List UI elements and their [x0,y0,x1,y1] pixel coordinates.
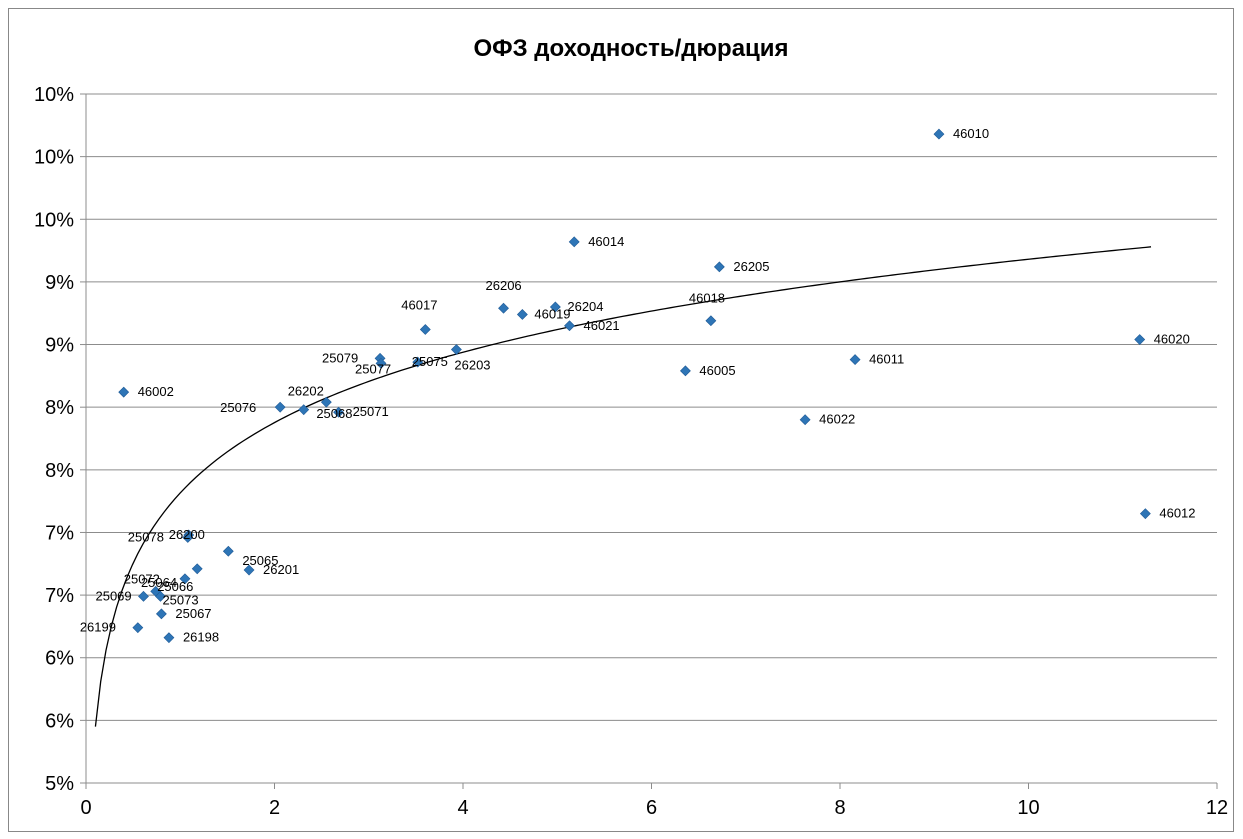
data-point-26199 [132,622,144,634]
point-label-26206: 26206 [486,278,522,293]
x-tick-label: 4 [457,797,468,819]
point-label-25071: 25071 [353,404,389,419]
data-point-25073 [155,590,166,602]
data-point-26204 [549,301,561,313]
point-label-26198: 26198 [183,630,219,645]
point-label-26205: 26205 [733,259,769,274]
gridlines [86,93,1217,721]
data-point-46018 [705,315,717,327]
data-point-25065 [222,545,234,557]
point-label-25069: 25069 [95,588,131,603]
data-point-26202 [298,404,310,416]
y-tick-label: 9% [45,272,74,294]
point-label-25066: 25066 [157,579,193,594]
data-point-46014 [568,236,580,248]
plot-area [86,94,1217,783]
point-label-25076: 25076 [220,400,256,415]
x-tick-label: 12 [1206,797,1228,819]
y-tick-label: 8% [45,397,74,419]
point-label-26199: 26199 [80,620,116,635]
chart-title: ОФЗ доходность/дюрация [473,35,788,62]
y-tick-label: 6% [45,710,74,732]
data-point-26198 [163,632,175,644]
point-label-26202: 26202 [288,384,324,399]
point-label-25077: 25077 [355,361,391,376]
data-point-46020 [1134,334,1146,345]
point-label-46021: 46021 [584,318,620,333]
point-label-46005: 46005 [699,363,735,378]
y-tick-label: 9% [45,335,74,357]
x-tick-label: 10 [1017,797,1039,819]
data-point-26201 [243,564,255,576]
point-label-25068: 25068 [316,406,352,421]
point-label-46020: 46020 [1154,332,1190,347]
point-label-46014: 46014 [588,234,624,249]
point-label-26204: 26204 [567,299,603,314]
data-point-26206 [498,302,509,314]
tick-labels-layer: 5% 6% 6% 7% 7% 8% 8% 9% 9% 10% 10% 10% 0 2 4 6 8 10 12 [34,84,1228,819]
data-point-46005 [680,365,691,377]
y-tick-label: 10% [34,209,74,231]
x-tick-label: 6 [646,797,657,819]
point-label-25078: 25078 [128,529,164,544]
y-tick-label: 10% [34,147,74,169]
x-tick-label: 0 [80,797,91,819]
point-label-26203: 26203 [454,358,490,373]
data-point-26203 [450,344,462,355]
point-label-46018: 46018 [689,291,725,306]
point-label-25073: 25073 [162,592,198,607]
y-tick-label: 8% [45,460,74,482]
point-label-25079: 25079 [322,350,358,365]
point-label-46022: 46022 [819,412,855,427]
data-point-25076 [274,401,286,413]
data-point-25078 [182,532,194,543]
point-label-46002: 46002 [138,384,174,399]
data-point-25068 [320,396,332,408]
data-point-46010 [933,128,945,140]
point-label-46011: 46011 [869,352,904,367]
data-point-25069 [138,590,149,602]
point-label-26200: 26200 [169,527,205,542]
y-tick-label: 7% [45,522,74,544]
point-label-25067: 25067 [175,606,211,621]
data-point-46017 [419,324,431,335]
point-label-46019: 46019 [534,306,570,321]
y-tick-label: 7% [45,585,74,607]
point-label-46017: 46017 [401,298,437,313]
data-points-layer [118,128,1151,644]
data-point-25066 [191,563,203,575]
trendline [94,246,1152,727]
axes [80,93,1218,789]
data-point-26205 [713,261,725,273]
point-label-25065: 25065 [242,553,278,568]
data-point-46002 [118,386,130,398]
x-tick-label: 2 [269,797,280,819]
point-label-46012: 46012 [1159,506,1195,521]
data-point-25071 [333,406,345,418]
x-tick-label: 8 [834,797,845,819]
data-point-25075 [412,356,424,368]
data-point-46019 [516,309,528,320]
data-point-25064 [179,573,191,585]
point-label-25075: 25075 [412,354,448,369]
y-tick-label: 5% [45,773,74,795]
data-point-46011 [849,354,861,366]
data-point-46012 [1139,508,1151,520]
data-point-46021 [564,320,575,332]
point-label-46010: 46010 [953,126,989,141]
y-tick-label: 10% [34,84,74,106]
trendline-layer [94,246,1152,727]
point-label-25072: 25072 [124,571,160,586]
data-point-46022 [799,414,811,426]
data-point-25067 [155,608,167,620]
point-label-25064: 25064 [141,575,177,590]
y-tick-label: 6% [45,648,74,670]
point-label-26201: 26201 [263,562,299,577]
data-point-25077 [375,357,387,369]
